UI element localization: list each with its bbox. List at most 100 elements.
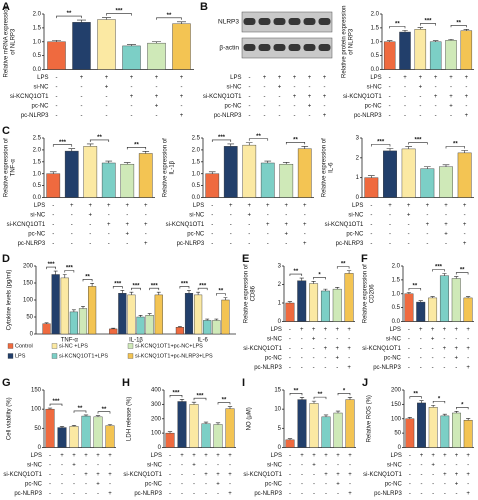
error-bar	[152, 41, 161, 44]
condition-sign: +	[303, 222, 307, 228]
condition-sign: -	[264, 94, 266, 100]
y-tick-label: 0.5	[33, 53, 42, 59]
condition-label: pc-NC	[346, 231, 364, 237]
condition-label: pc-NC	[25, 481, 43, 487]
condition-label: si-NC	[189, 212, 205, 218]
condition-sign: +	[130, 75, 134, 81]
bar	[297, 148, 312, 198]
condition-sign: +	[335, 327, 339, 333]
condition-sign: -	[409, 472, 411, 478]
condition-sign: -	[89, 222, 91, 228]
condition-sign: +	[155, 94, 159, 100]
condition-sign: -	[73, 472, 75, 478]
y-tick-label: 1.0	[371, 39, 380, 45]
condition-sign: -	[435, 113, 437, 119]
error-bar	[346, 270, 352, 274]
panel-label: F	[361, 253, 368, 265]
condition-sign: -	[324, 365, 326, 371]
x-tick-label: IL-6	[197, 338, 208, 344]
bar	[118, 293, 127, 335]
condition-sign: -	[248, 222, 250, 228]
condition-sign: -	[389, 222, 391, 228]
condition-sign: -	[432, 346, 434, 352]
condition-sign: -	[285, 212, 287, 218]
condition-sign: -	[408, 355, 410, 361]
condition-sign: +	[96, 481, 100, 487]
condition-sign: -	[443, 336, 445, 342]
significance-bracket	[52, 144, 73, 147]
y-tick-label: 3	[356, 136, 360, 142]
condition-label: pc-NC	[265, 481, 283, 487]
condition-sign: -	[389, 103, 391, 109]
condition-label: pc-NLRP3	[14, 491, 42, 497]
blot-band	[288, 18, 301, 25]
condition-label: si-NC	[386, 336, 402, 342]
bar	[154, 294, 163, 335]
condition-sign: -	[49, 481, 51, 487]
condition-sign: -	[49, 491, 51, 497]
condition-sign: +	[229, 203, 233, 209]
error-bar	[177, 21, 186, 24]
significance-bracket	[289, 273, 303, 277]
blot-band	[258, 18, 271, 25]
significance-label: **	[456, 20, 461, 26]
significance-bracket	[248, 138, 269, 141]
condition-sign: -	[49, 453, 51, 459]
bar	[345, 399, 355, 448]
condition-sign: -	[408, 222, 410, 228]
condition-sign: +	[180, 453, 184, 459]
y-tick-label: 5	[278, 426, 282, 432]
condition-sign: -	[301, 462, 303, 468]
condition-sign: -	[71, 212, 73, 218]
condition-sign: +	[324, 327, 328, 333]
y-tick-label: 2.0	[33, 12, 42, 18]
bar	[175, 327, 184, 335]
condition-sign: +	[335, 346, 339, 352]
bar	[309, 403, 319, 448]
condition-sign: -	[432, 491, 434, 497]
condition-sign: -	[389, 241, 391, 247]
bar	[47, 41, 66, 70]
significance-bracket	[456, 406, 469, 410]
condition-sign: +	[407, 203, 411, 209]
condition-sign: -	[294, 84, 296, 90]
bar	[78, 308, 88, 335]
condition-sign: +	[324, 472, 328, 478]
condition-sign: -	[444, 481, 446, 487]
condition-sign: +	[108, 491, 112, 497]
condition-sign: +	[434, 75, 438, 81]
error-bar	[53, 270, 58, 275]
y-tick-label: 2.0	[192, 147, 201, 153]
condition-sign: -	[294, 113, 296, 119]
significance-bracket	[156, 17, 182, 20]
condition-sign: -	[301, 355, 303, 361]
condition-sign: -	[432, 355, 434, 361]
y-tick-label: 2.0	[33, 147, 42, 153]
error-bar	[86, 143, 94, 147]
error-bar	[203, 421, 209, 424]
condition-sign: -	[324, 84, 326, 90]
condition-sign: -	[267, 231, 269, 237]
error-bar	[191, 401, 197, 405]
condition-label: pc-NLRP3	[214, 113, 242, 119]
condition-label: pc-NC	[28, 231, 46, 237]
condition-sign: +	[443, 346, 447, 352]
condition-sign: -	[211, 231, 213, 237]
condition-label: si-NC	[27, 462, 43, 468]
y-tick-label: 1	[356, 175, 360, 181]
condition-sign: -	[230, 212, 232, 218]
condition-sign: -	[169, 462, 171, 468]
condition-sign: +	[247, 203, 251, 209]
legend-label: si-KCNQ1OT1+LPS	[59, 353, 108, 359]
condition-sign: -	[267, 241, 269, 247]
bar	[321, 416, 331, 448]
significance-bracket	[197, 287, 208, 291]
y-tick-label: 0	[278, 319, 282, 325]
condition-label: si-KCNQ1OT1	[7, 222, 46, 228]
condition-sign: +	[96, 472, 100, 478]
error-bar	[423, 166, 431, 169]
condition-sign: -	[309, 84, 311, 90]
condition-sign: +	[449, 75, 453, 81]
error-bar	[448, 38, 454, 41]
panel-label: B	[200, 1, 208, 13]
